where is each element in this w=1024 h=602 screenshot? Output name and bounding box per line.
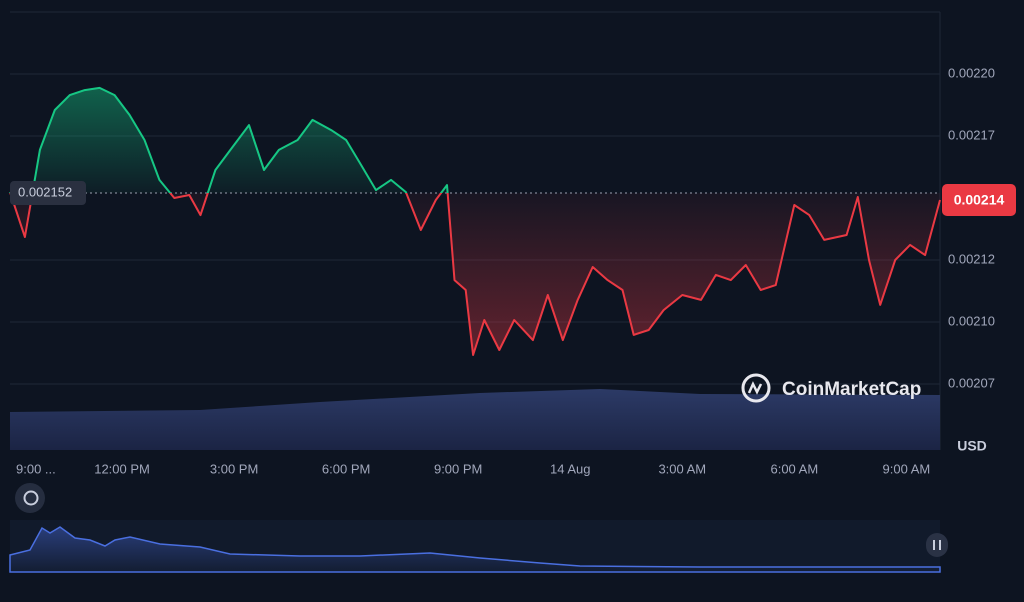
x-tick-label: 9:00 ... — [16, 461, 56, 476]
pause-icon — [933, 540, 941, 550]
watermark: CoinMarketCap — [782, 379, 921, 400]
volume-band — [10, 389, 940, 450]
navigator-line — [9, 526, 941, 573]
price-tag — [942, 183, 1016, 216]
y-tick-label: 0.00220 — [948, 65, 995, 80]
reference-label: 0.002152 — [18, 184, 72, 199]
x-tick-label: 6:00 PM — [322, 461, 370, 476]
y-tick-label: 0.00217 — [948, 127, 995, 142]
watermark-logo — [741, 373, 771, 403]
price-area — [10, 87, 940, 356]
reference-tag — [10, 181, 86, 206]
x-tick-label: 6:00 AM — [770, 461, 818, 476]
price-line — [9, 86, 941, 356]
y-tick-label: 0.00210 — [948, 313, 995, 328]
x-tick-label: 3:00 PM — [210, 461, 258, 476]
history-button[interactable] — [15, 483, 45, 513]
y-tick-label: 0.00207 — [948, 375, 995, 390]
y-tick-label: 0.00212 — [948, 251, 995, 266]
x-tick-label: 9:00 AM — [883, 461, 931, 476]
x-tick-label: 12:00 PM — [94, 461, 150, 476]
x-tick-label: 9:00 PM — [434, 461, 482, 476]
price-tag-label: 0.00214 — [954, 192, 1005, 208]
x-tick-label: 3:00 AM — [658, 461, 706, 476]
y-axis-label: USD — [957, 438, 987, 454]
x-tick-label: 14 Aug — [550, 461, 591, 476]
pause-button[interactable] — [926, 533, 948, 557]
plot: 0.002152 — [9, 86, 941, 356]
history-icon — [23, 490, 39, 506]
